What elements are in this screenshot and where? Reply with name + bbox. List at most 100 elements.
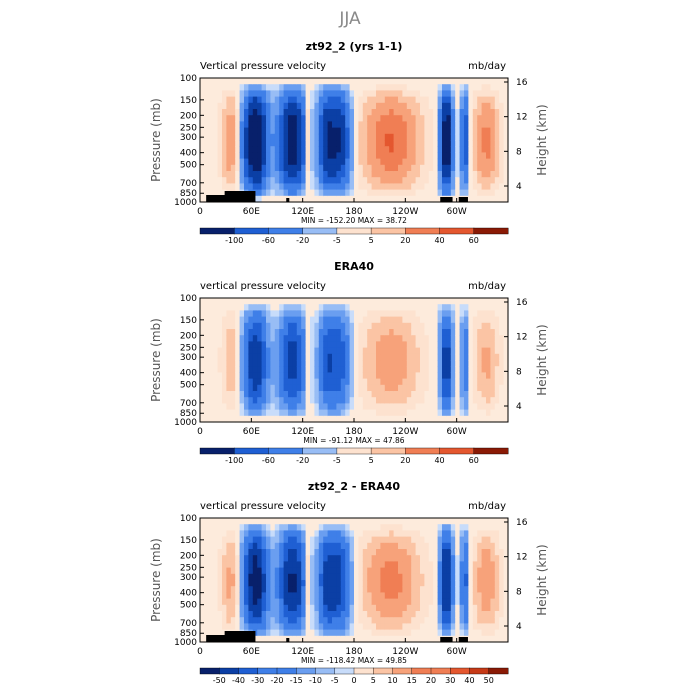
heatmap-cell — [283, 604, 289, 612]
heatmap-cell — [486, 102, 491, 110]
heatmap-cell — [450, 604, 456, 612]
heatmap-cell — [283, 549, 289, 556]
heatmap-cell — [486, 635, 491, 643]
heatmap-cell — [345, 403, 351, 411]
heatmap-cell — [464, 530, 469, 538]
heatmap-cell — [340, 329, 346, 336]
heatmap-cell — [503, 102, 509, 110]
heatmap-cell — [248, 366, 254, 373]
heatmap-cell — [362, 102, 368, 110]
heatmap-cell — [455, 611, 461, 618]
heatmap-cell — [459, 604, 465, 612]
heatmap-cell — [222, 536, 227, 544]
heatmap-cell — [376, 102, 381, 110]
heatmap-cell — [274, 353, 280, 361]
heatmap-cell — [376, 78, 381, 85]
heatmap-cell — [459, 183, 465, 191]
heatmap-cell — [340, 360, 346, 367]
heatmap-cell — [314, 530, 320, 538]
heatmap-cell — [230, 78, 236, 85]
heatmap-cell — [358, 329, 364, 336]
heatmap-cell — [424, 133, 430, 141]
heatmap-cell — [406, 530, 412, 538]
heatmap-cell — [239, 316, 245, 324]
heatmap-cell — [437, 102, 443, 110]
heatmap-cell — [503, 329, 509, 336]
heatmap-cell — [459, 403, 465, 411]
heatmap-cell — [477, 329, 483, 336]
heatmap-cell — [477, 617, 483, 624]
heatmap-cell — [305, 397, 311, 404]
heatmap-cell — [376, 524, 381, 531]
heatmap-cell — [314, 366, 320, 373]
heatmap-cell — [367, 384, 373, 392]
heatmap-cell — [217, 598, 223, 606]
heatmap-cell — [424, 592, 430, 600]
heatmap-cell — [252, 341, 258, 349]
heatmap-cell — [354, 518, 359, 525]
heatmap-cell — [486, 140, 491, 147]
heatmap-cell — [503, 341, 509, 349]
heatmap-cell — [464, 158, 469, 166]
heatmap-cell — [239, 530, 245, 538]
heatmap-cell — [442, 518, 447, 525]
y-tick-label: 1000 — [174, 198, 197, 208]
heatmap-cell — [376, 518, 381, 525]
heatmap-cell — [367, 536, 373, 544]
heatmap-cell — [252, 146, 258, 153]
heatmap-cell — [433, 127, 439, 135]
heatmap-cell — [296, 580, 302, 587]
heatmap-cell — [464, 391, 469, 398]
heatmap-cell — [376, 329, 381, 336]
heatmap-cell — [376, 133, 381, 141]
heatmap-cell — [406, 372, 412, 380]
x-tick-label: 120E — [291, 207, 314, 217]
heatmap-cell — [327, 397, 333, 404]
heatmap-cell — [380, 177, 386, 184]
heatmap-cell — [200, 347, 205, 355]
colorbar-tick-label: -20 — [296, 456, 309, 465]
heatmap-cell — [358, 573, 364, 581]
heatmap-cell — [340, 121, 346, 129]
heatmap-cell — [340, 549, 346, 556]
heatmap-cell — [252, 109, 258, 116]
heatmap-cell — [472, 90, 478, 98]
heatmap-cell — [226, 329, 232, 336]
heatmap-cell — [310, 189, 315, 197]
heatmap-cell — [415, 372, 421, 380]
heatmap-cell — [367, 146, 373, 153]
heatmap-cell — [362, 397, 368, 404]
y-axis-label: Pressure (mb) — [149, 538, 163, 622]
heatmap-cell — [288, 378, 293, 386]
heatmap-cell — [261, 617, 267, 624]
heatmap-cell — [314, 580, 320, 587]
heatmap-cell — [204, 102, 210, 110]
heatmap-cell — [230, 573, 236, 581]
heatmap-cell — [257, 164, 263, 172]
heatmap-cell — [248, 164, 254, 172]
heatmap-cell — [314, 623, 320, 631]
heatmap-cell — [349, 189, 355, 197]
heatmap-cell — [481, 561, 487, 569]
heatmap-cell — [389, 158, 395, 166]
heatmap-cell — [398, 304, 403, 311]
heatmap-cell — [442, 140, 447, 147]
heatmap-cells — [200, 78, 509, 203]
heatmap-cell — [446, 542, 452, 550]
heatmap-cell — [468, 310, 474, 318]
y-tick-label: 850 — [180, 629, 197, 639]
heatmap-cell — [472, 189, 478, 197]
heatmap-cell — [362, 536, 368, 544]
heatmap-cell — [424, 555, 430, 562]
heatmap-cell — [340, 524, 346, 531]
heatmap-cell — [494, 183, 500, 191]
y-tick-label: 150 — [180, 316, 197, 326]
heatmap-cell — [389, 378, 395, 386]
heatmap-cell — [235, 109, 241, 116]
heatmap-cell — [450, 561, 456, 569]
heatmap-cell — [380, 555, 386, 562]
heatmap-cell — [349, 530, 355, 538]
heatmap-cell — [376, 397, 381, 404]
heatmap-cell — [376, 115, 381, 122]
heatmap-cell — [481, 164, 487, 172]
